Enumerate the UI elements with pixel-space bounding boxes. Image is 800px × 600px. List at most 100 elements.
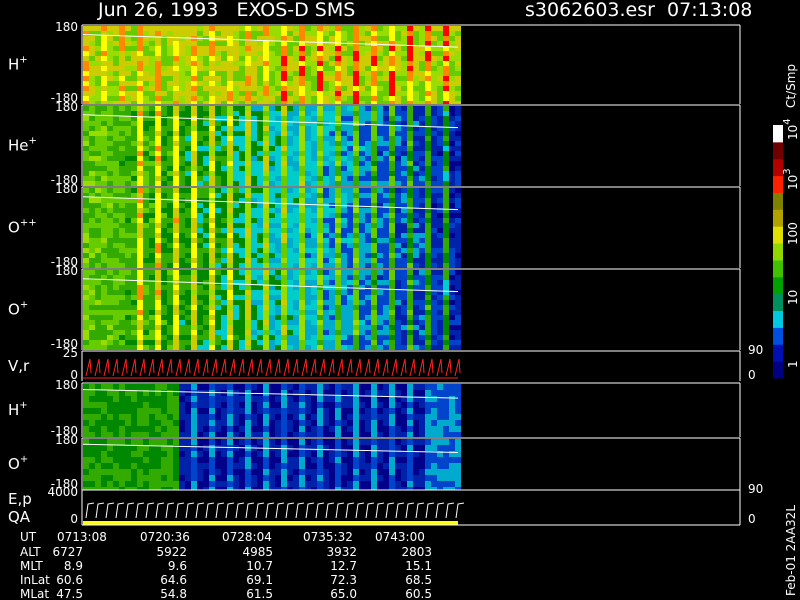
- spectrogram-cell: [317, 46, 323, 51]
- spectrogram-cell: [137, 426, 143, 432]
- spectrogram-cell: [341, 280, 347, 285]
- spectrogram-cell: [149, 208, 155, 213]
- spectrogram-cell: [443, 161, 449, 166]
- spectrogram-cell: [131, 305, 137, 310]
- spectrogram-cell: [341, 61, 347, 66]
- spectrogram-cell: [215, 487, 221, 490]
- spectrogram-cell: [365, 248, 371, 253]
- spectrogram-cell: [197, 270, 203, 275]
- spectrogram-cell: [389, 248, 395, 253]
- spectrogram-cell: [395, 208, 401, 213]
- spectrogram-cell: [161, 420, 167, 426]
- spectrogram-cell: [383, 151, 389, 156]
- spectrogram-cell: [329, 243, 335, 248]
- spectrogram-cell: [179, 166, 185, 171]
- spectrogram-cell: [293, 426, 299, 432]
- spectrogram-cell: [245, 345, 251, 350]
- spectrogram-cell: [329, 335, 335, 340]
- spectrogram-cell: [419, 213, 425, 218]
- spectrogram-cell: [317, 280, 323, 285]
- spectrogram-cell: [89, 41, 95, 46]
- spectrogram-cell: [287, 86, 293, 91]
- spectrogram-cell: [425, 335, 431, 340]
- spectrogram-cell: [449, 181, 455, 186]
- spectrogram-cell: [239, 243, 245, 248]
- spectrogram-cell: [227, 315, 233, 320]
- spectrogram-cell: [317, 426, 323, 432]
- spectrogram-cell: [149, 402, 155, 408]
- spectrogram-cell: [389, 141, 395, 146]
- spectrogram-cell: [443, 258, 449, 263]
- spectrogram-cell: [245, 325, 251, 330]
- spectrogram-cell: [395, 51, 401, 56]
- spectrogram-cell: [161, 51, 167, 56]
- spectrogram-cell: [149, 487, 155, 490]
- spectrogram-cell: [239, 76, 245, 81]
- spectrogram-cell: [431, 101, 437, 104]
- spectrogram-cell: [401, 325, 407, 330]
- spectrogram-cell: [329, 76, 335, 81]
- spectrogram-cell: [215, 121, 221, 126]
- spectrogram-cell: [107, 121, 113, 126]
- spectrogram-cell: [305, 325, 311, 330]
- spectrogram-cell: [263, 146, 269, 151]
- spectrogram-cell: [413, 258, 419, 263]
- spectrogram-cell: [233, 285, 239, 290]
- spectrogram-cell: [227, 181, 233, 186]
- spectrogram-cell: [293, 414, 299, 420]
- spectrogram-cell: [389, 176, 395, 181]
- spectrogram-cell: [395, 290, 401, 295]
- spectrogram-cell: [323, 340, 329, 345]
- spectrogram-cell: [143, 295, 149, 300]
- spectrogram-cell: [173, 61, 179, 66]
- spectrogram-cell: [377, 203, 383, 208]
- spectrogram-cell: [269, 275, 275, 280]
- spectrogram-cell: [449, 156, 455, 161]
- spectrogram-cell: [347, 340, 353, 345]
- spectrogram-cell: [347, 414, 353, 420]
- spectrogram-cell: [125, 300, 131, 305]
- velocity-trace: [211, 358, 218, 377]
- spectrogram-cell: [173, 335, 179, 340]
- spectrogram-cell: [245, 310, 251, 315]
- spectrogram-cell: [149, 66, 155, 71]
- spectrogram-cell: [83, 426, 89, 432]
- spectrogram-cell: [215, 31, 221, 36]
- spectrogram-cell: [251, 270, 257, 275]
- spectrogram-cell: [221, 223, 227, 228]
- spectrogram-cell: [353, 86, 359, 91]
- panel-label-base: O: [8, 219, 20, 237]
- spectrogram-cell: [107, 275, 113, 280]
- spectrogram-cell: [167, 131, 173, 136]
- spectrogram-cell: [359, 414, 365, 420]
- spectrogram-cell: [101, 181, 107, 186]
- spectrogram-cell: [155, 81, 161, 86]
- spectrogram-cell: [191, 171, 197, 176]
- spectrogram-cell: [359, 101, 365, 104]
- spectrogram-cell: [221, 420, 227, 426]
- spectrogram-cell: [401, 238, 407, 243]
- spectrogram-cell: [209, 166, 215, 171]
- spectrogram-cell: [395, 253, 401, 258]
- spectrogram-cell: [185, 86, 191, 91]
- spectrogram-cell: [419, 390, 425, 396]
- spectrogram-cell: [239, 248, 245, 253]
- spectrogram-cell: [371, 31, 377, 36]
- spectrogram-cell: [215, 280, 221, 285]
- spectrogram-cell: [191, 156, 197, 161]
- spectrogram-cell: [131, 76, 137, 81]
- spectrogram-cell: [161, 451, 167, 457]
- spectrogram-cell: [455, 340, 461, 345]
- spectrogram-cell: [89, 310, 95, 315]
- spectrogram-cell: [389, 414, 395, 420]
- spectrogram-cell: [281, 111, 287, 116]
- spectrogram-cell: [239, 106, 245, 111]
- spectrogram-cell: [107, 76, 113, 81]
- spectrogram-cell: [281, 46, 287, 51]
- spectrogram-cell: [233, 345, 239, 350]
- spectrogram-cell: [113, 238, 119, 243]
- spectrogram-cell: [401, 61, 407, 66]
- spectrogram-cell: [353, 81, 359, 86]
- spectrogram-cell: [425, 270, 431, 275]
- spectrogram-cell: [455, 345, 461, 350]
